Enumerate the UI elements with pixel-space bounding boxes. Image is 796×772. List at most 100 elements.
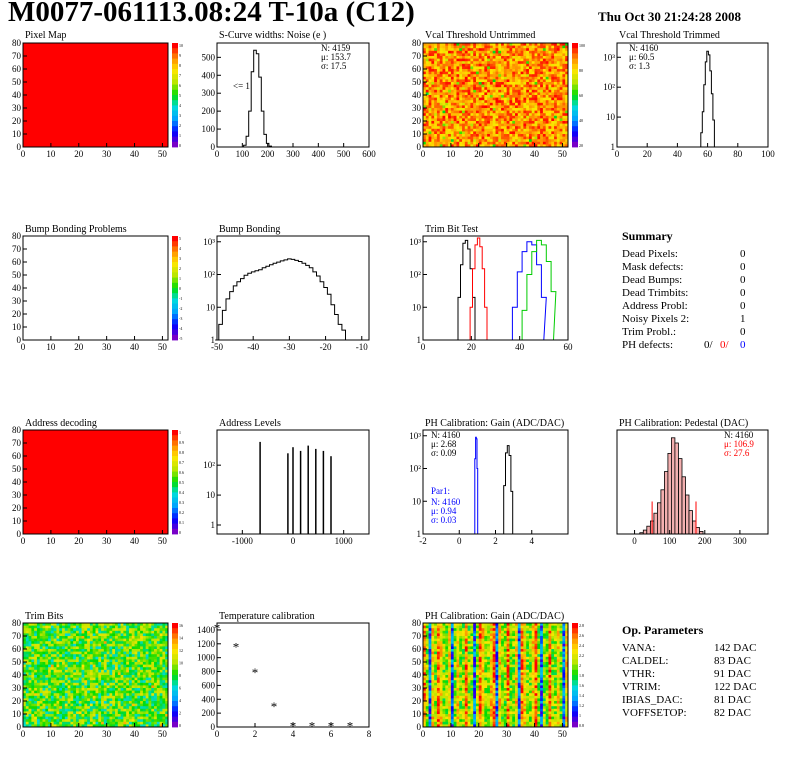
heatmap-cell: [31, 662, 35, 665]
heatmap-cell: [517, 53, 521, 57]
heatmap-cell: [28, 641, 32, 645]
heatmap-cell: [523, 134, 527, 137]
heatmap-cell: [492, 69, 496, 72]
heatmap-cell: [126, 664, 130, 668]
heatmap-cell: [162, 633, 166, 637]
palette-segment: [172, 288, 178, 294]
heatmap-cell: [142, 701, 147, 704]
heatmap-cell: [156, 688, 161, 691]
heatmap-cell: [95, 636, 99, 639]
heatmap-cell: [492, 71, 496, 75]
heatmap-cell: [448, 56, 452, 59]
heatmap-cell: [36, 714, 41, 717]
heatmap-cell: [64, 667, 69, 671]
heatmap-cell: [484, 76, 488, 80]
heatmap-cell: [123, 690, 127, 694]
par-stats-line: σ: 0.03: [431, 515, 457, 525]
heatmap-cell: [509, 61, 513, 65]
palette-label: 0: [179, 723, 181, 728]
heatmap-cell: [470, 95, 474, 98]
heatmap-cell: [428, 724, 432, 728]
heatmap-cell: [64, 628, 69, 632]
heatmap-cell: [115, 636, 119, 639]
heatmap-cell: [448, 69, 452, 72]
y-tick-label: 60: [12, 451, 22, 461]
heatmap-cell: [34, 664, 38, 668]
heatmap-cell: [506, 79, 510, 83]
heatmap-cell: [25, 672, 29, 676]
heatmap-cell: [448, 100, 452, 104]
heatmap-cell: [117, 706, 121, 710]
heatmap-cell: [25, 675, 29, 678]
heatmap-cell: [489, 113, 494, 117]
heatmap-cell: [36, 646, 41, 650]
heatmap-cell: [548, 76, 552, 80]
heatmap-cell: [120, 685, 124, 689]
heatmap-cell: [512, 84, 516, 88]
x-tick-label: 10: [46, 536, 56, 546]
heatmap-cell: [154, 625, 158, 629]
heatmap-cell: [464, 95, 469, 98]
heatmap-cell: [425, 693, 429, 697]
heatmap-cell: [475, 45, 480, 49]
heatmap-cell: [23, 651, 27, 655]
heatmap-cell: [501, 108, 505, 111]
y-tick-label: 20: [12, 696, 22, 706]
heatmap-cell: [434, 641, 438, 645]
heatmap-cell: [534, 84, 538, 88]
heatmap-cell: [501, 95, 505, 98]
palette-segment: [172, 256, 178, 263]
heatmap-cell: [456, 121, 460, 124]
heatmap-cell: [515, 56, 519, 59]
heatmap-cell: [559, 69, 563, 72]
heatmap-cell: [128, 719, 133, 723]
heatmap-cell: [548, 66, 552, 70]
heatmap-cell: [462, 69, 466, 72]
palette-label: 0.1: [179, 520, 184, 525]
heatmap-cell: [53, 651, 57, 655]
heatmap-cell: [506, 102, 510, 106]
heatmap-cell: [92, 680, 96, 684]
heatmap-cell: [439, 131, 443, 135]
heatmap-cell: [450, 110, 455, 114]
heatmap-cell: [98, 711, 102, 715]
heatmap-cell: [81, 643, 85, 647]
heatmap-cell: [62, 659, 66, 663]
heatmap-cell: [462, 136, 466, 140]
heatmap-cell: [487, 113, 491, 117]
heatmap-cell: [450, 131, 455, 135]
heatmap-cell: [162, 701, 166, 704]
scatter-point: *: [252, 665, 259, 680]
heatmap-cell: [73, 690, 77, 694]
heatmap-cell: [67, 724, 71, 728]
heatmap-cell: [70, 682, 74, 686]
heatmap-cell: [537, 95, 541, 98]
x-tick-label: 30: [102, 149, 112, 159]
heatmap-cell: [523, 61, 527, 65]
y-tick-label: 10: [412, 129, 422, 139]
heatmap-cell: [425, 716, 429, 720]
heatmap-cell: [48, 693, 52, 697]
heatmap-cell: [50, 682, 55, 686]
heatmap-cell: [467, 108, 471, 111]
heatmap-cell: [434, 71, 438, 75]
heatmap-cell: [64, 682, 69, 686]
heatmap-cell: [439, 649, 443, 652]
heatmap-cell: [484, 84, 488, 88]
heatmap-cell: [36, 706, 41, 710]
heatmap-cell: [431, 50, 435, 54]
heatmap-cell: [434, 682, 438, 686]
heatmap-cell: [526, 92, 530, 96]
heatmap-cell: [423, 716, 427, 720]
heatmap-cell: [89, 623, 94, 626]
heatmap-cell: [151, 667, 155, 671]
heatmap-cell: [548, 45, 552, 49]
heatmap-cell: [42, 719, 46, 723]
heatmap-cell: [492, 92, 496, 96]
heatmap-cell: [436, 79, 441, 83]
heatmap-cell: [531, 102, 535, 106]
heatmap-cell: [23, 711, 27, 715]
heatmap-cell: [162, 714, 166, 717]
heatmap-cell: [548, 113, 552, 117]
histogram-series: [517, 239, 559, 341]
